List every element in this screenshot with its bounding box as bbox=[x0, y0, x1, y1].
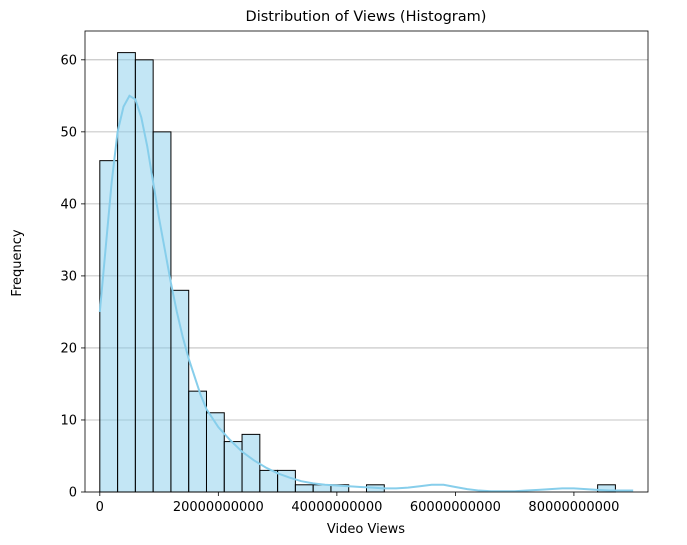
y-tick-label-6: 60 bbox=[60, 53, 77, 68]
histogram-bar-6 bbox=[205, 412, 225, 493]
kde-curve bbox=[98, 94, 634, 493]
histogram-bar-2 bbox=[134, 59, 154, 493]
histogram-bars bbox=[99, 52, 616, 493]
y-tick-label-5: 50 bbox=[60, 125, 77, 140]
y-tick-label-0: 0 bbox=[69, 486, 77, 501]
histogram-bar-9 bbox=[259, 469, 279, 493]
x-tick-label-2: 40000000000 bbox=[291, 500, 382, 515]
y-axis-title: Frequency bbox=[10, 229, 25, 296]
x-tick-label-0: 0 bbox=[96, 500, 104, 515]
plot-frame bbox=[84, 30, 649, 493]
y-tick-label-4: 40 bbox=[60, 197, 77, 212]
x-axis-ticks: 0 20000000000 40000000000 60000000000 800000… bbox=[96, 492, 619, 515]
y-tick-label-1: 10 bbox=[60, 413, 77, 428]
y-axis-ticks: 0 10 20 30 40 50 60 bbox=[60, 53, 85, 501]
histogram-bar-11 bbox=[294, 484, 314, 493]
histogram-bar-3 bbox=[152, 131, 172, 493]
x-tick-label-1: 20000000000 bbox=[173, 500, 264, 515]
y-tick-label-3: 30 bbox=[60, 269, 77, 284]
histogram-bar-5 bbox=[188, 390, 207, 493]
x-tick-label-4: 80000000000 bbox=[528, 500, 619, 515]
chart-title: Distribution of Views (Histogram) bbox=[246, 9, 487, 25]
x-tick-label-3: 60000000000 bbox=[410, 500, 501, 515]
x-axis-title: Video Views bbox=[327, 522, 405, 537]
y-tick-label-2: 20 bbox=[60, 341, 77, 356]
